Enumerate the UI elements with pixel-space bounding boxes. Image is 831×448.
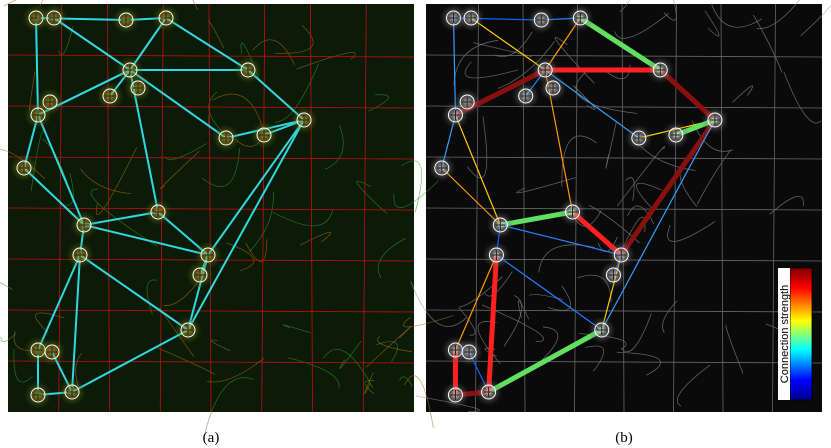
colorbar: [790, 268, 812, 400]
caption: (b): [615, 430, 633, 446]
figure: Connection strength (a) (b): [0, 0, 831, 448]
colorbar-label: Connection strength: [779, 285, 791, 383]
page: Connection strength (a) (b) (() => { con…: [0, 0, 831, 448]
caption: (a): [203, 430, 220, 446]
